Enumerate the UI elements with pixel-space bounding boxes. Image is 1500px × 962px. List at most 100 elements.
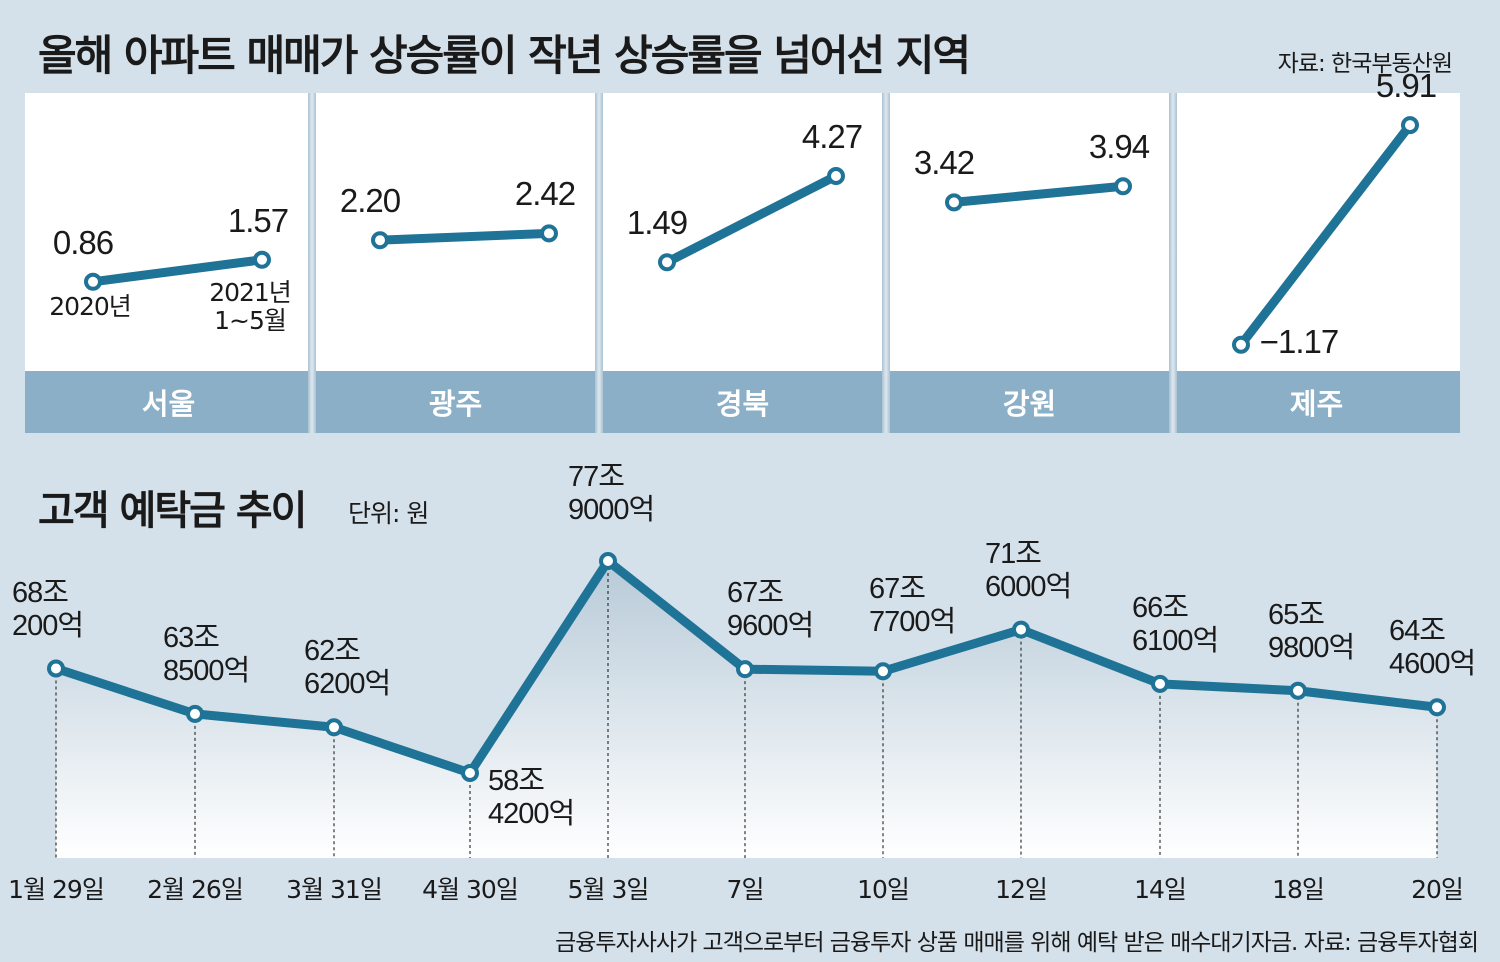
panel-gyeongbuk: 1.49 4.27 경북 xyxy=(599,93,886,433)
value-label-gyeongbuk-1: 4.27 xyxy=(801,117,863,155)
value-label-jo: 77조 xyxy=(568,461,625,493)
value-label-3: 58조 4200억 xyxy=(488,765,575,831)
region-label-jeju: 제주 xyxy=(1173,371,1460,433)
data-point-seoul-1 xyxy=(253,250,271,269)
x-tick-label-1: 2월 26일 xyxy=(147,875,244,904)
region-label-gyeongbuk: 경북 xyxy=(599,371,886,433)
series-line-gyeongbuk xyxy=(664,171,839,267)
value-label-jo: 58조 xyxy=(488,765,545,797)
value-label-jo: 65조 xyxy=(1268,598,1325,631)
data-point-7 xyxy=(1012,620,1030,639)
value-label-jo: 66조 xyxy=(1132,591,1189,624)
panel-jeju: −1.17 5.91 제주 xyxy=(1173,67,1460,433)
value-label-4: 77조 9000억 xyxy=(568,461,655,527)
series-line-gwangju xyxy=(379,228,550,245)
x-tick-label-0: 1월 29일 xyxy=(8,875,105,904)
x-tick-label-4: 5월 3일 xyxy=(567,875,650,904)
data-point-10 xyxy=(1428,698,1446,717)
data-point-8 xyxy=(1151,674,1169,693)
panel-divider xyxy=(1169,93,1177,433)
value-label-jo: 67조 xyxy=(727,577,784,610)
data-point-seoul-0 xyxy=(84,272,102,291)
value-label-eok: 6000억 xyxy=(985,570,1072,603)
value-label-10: 64조 4600억 xyxy=(1389,615,1476,681)
value-label-gyeongbuk-0: 1.49 xyxy=(626,204,688,242)
value-label-eok: 4200억 xyxy=(488,798,575,830)
data-point-2 xyxy=(325,718,343,737)
value-label-seoul-1: 1.57 xyxy=(227,201,289,239)
data-point-jeju-1 xyxy=(1401,116,1419,135)
value-label-2: 62조 6200억 xyxy=(304,635,391,701)
bottom-footnote: 금융투자사사가 고객으로부터 금융투자 상품 매매를 위해 예탁 받은 매수대기… xyxy=(555,930,1479,956)
data-point-gwangju-1 xyxy=(540,224,558,243)
value-label-eok: 200억 xyxy=(12,609,84,642)
value-label-jo: 67조 xyxy=(869,573,926,606)
series-line-seoul xyxy=(92,255,263,287)
x-tick-label-2: 3월 31일 xyxy=(286,875,383,904)
panel-plot xyxy=(84,250,271,291)
value-label-jo: 62조 xyxy=(304,635,361,668)
value-label-eok: 9800억 xyxy=(1268,631,1355,664)
value-label-eok: 6100억 xyxy=(1132,624,1219,657)
value-label-eok: 7700억 xyxy=(869,606,956,639)
value-label-gangwon-1: 3.94 xyxy=(1088,128,1150,166)
value-label-0: 68조 200억 xyxy=(12,576,84,643)
value-label-eok: 6200억 xyxy=(304,668,391,701)
x-label-2021: 2021년 1~5월 xyxy=(209,278,292,335)
region-label-seoul: 서울 xyxy=(25,371,312,433)
region-label-gangwon: 강원 xyxy=(886,371,1173,433)
x-tick-label-7: 12일 xyxy=(995,875,1048,904)
series-line-jeju xyxy=(1237,122,1414,348)
value-label-8: 66조 6100억 xyxy=(1132,591,1219,658)
data-point-3 xyxy=(461,764,479,782)
bottom-unit-label: 단위: 원 xyxy=(348,499,429,528)
x-tick-label-3: 4월 30일 xyxy=(422,875,519,904)
x-tick-label-10: 20일 xyxy=(1411,875,1464,904)
x-tick-label-9: 18일 xyxy=(1272,875,1325,904)
panel-plot xyxy=(945,177,1132,212)
value-label-jeju-0: −1.17 xyxy=(1259,322,1339,360)
value-label-jeju-1: 5.91 xyxy=(1375,67,1437,105)
bottom-chart-title: 고객 예탁금 추이 xyxy=(38,488,307,534)
value-label-9: 65조 9800억 xyxy=(1268,598,1355,665)
top-chart-title: 올해 아파트 매매가 상승률이 작년 상승률을 넘어선 지역 xyxy=(38,31,971,80)
panel-divider xyxy=(595,93,603,433)
value-label-eok: 4600억 xyxy=(1389,648,1476,681)
value-label-5: 67조 9600억 xyxy=(727,577,814,643)
panel-plot xyxy=(371,224,558,250)
value-label-6: 67조 7700억 xyxy=(869,573,956,639)
x-label-2020: 2020년 xyxy=(49,292,132,321)
value-label-eok: 9000억 xyxy=(568,494,655,526)
data-point-gyeongbuk-1 xyxy=(827,166,845,185)
panel-gwangju: 2.20 2.42 광주 xyxy=(312,93,599,433)
value-label-gwangju-0: 2.20 xyxy=(339,182,401,220)
data-point-5 xyxy=(736,660,754,679)
x-label-2021-year: 2021년 xyxy=(209,278,292,307)
panel-plot xyxy=(1232,116,1419,354)
value-label-eok: 8500억 xyxy=(163,654,250,687)
value-label-1: 63조 8500억 xyxy=(163,621,250,688)
value-label-seoul-0: 0.86 xyxy=(52,223,114,261)
panel-plot xyxy=(658,166,845,272)
x-tick-label-8: 14일 xyxy=(1134,875,1187,904)
x-tick-label-6: 10일 xyxy=(857,875,910,904)
value-label-7: 71조 6000억 xyxy=(985,538,1072,604)
data-point-4 xyxy=(599,552,617,570)
data-point-jeju-0 xyxy=(1232,335,1250,354)
value-label-gangwon-0: 3.42 xyxy=(913,144,975,182)
value-label-jo: 68조 xyxy=(12,576,69,609)
series-line-gangwon xyxy=(953,181,1124,207)
region-label-gwangju: 광주 xyxy=(312,371,599,433)
area-fill xyxy=(56,561,1437,858)
data-point-gwangju-0 xyxy=(371,231,389,250)
panel-gangwon: 3.42 3.94 강원 xyxy=(886,93,1173,433)
data-point-0 xyxy=(47,659,65,678)
x-label-2021-months: 1~5월 xyxy=(214,306,287,335)
x-tick-label-5: 7일 xyxy=(726,875,765,904)
data-point-gyeongbuk-0 xyxy=(658,253,676,272)
panel-divider xyxy=(882,93,890,433)
data-point-gangwon-0 xyxy=(945,193,963,212)
value-label-jo: 63조 xyxy=(163,621,220,654)
